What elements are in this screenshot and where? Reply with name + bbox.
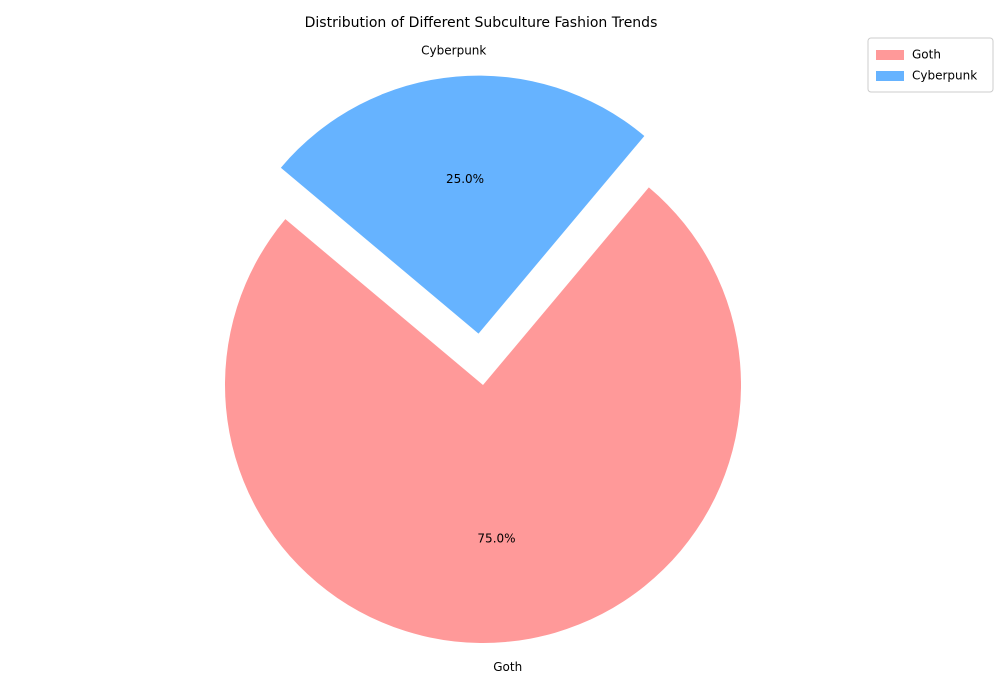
slice-label: Cyberpunk [421, 43, 486, 57]
value-label: 25.0% [446, 172, 484, 186]
legend-label: Goth [912, 48, 941, 62]
pie-slice [225, 187, 741, 644]
pie-slice [280, 75, 645, 334]
legend: Goth Cyberpunk [867, 37, 994, 93]
legend-label: Cyberpunk [912, 69, 977, 83]
slice-label: Goth [493, 660, 522, 674]
legend-swatch [876, 50, 904, 60]
legend-frame [867, 37, 994, 93]
chart-title: Distribution of Different Subculture Fas… [305, 15, 658, 31]
value-label: 75.0% [477, 532, 515, 546]
legend-swatch [876, 71, 904, 81]
